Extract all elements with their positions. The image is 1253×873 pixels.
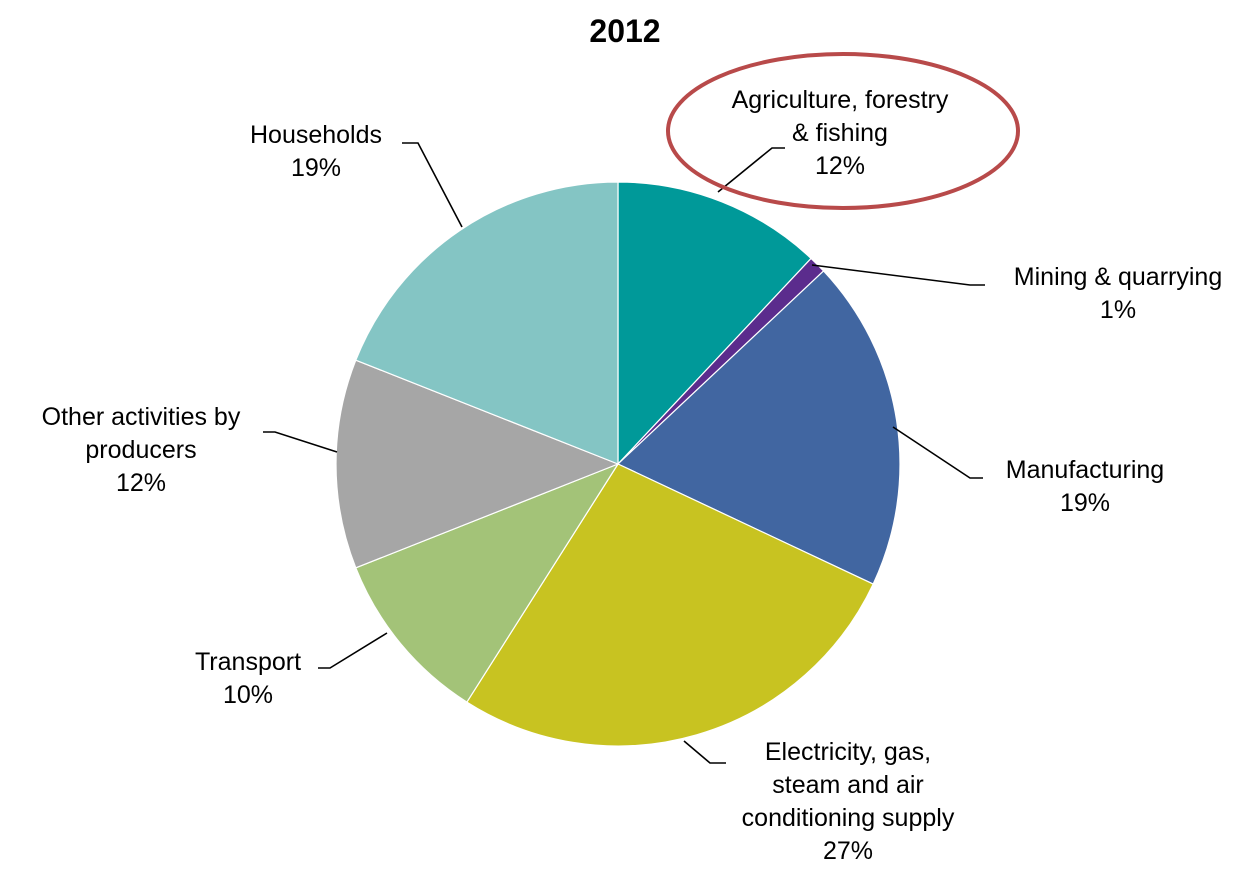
slice-name-label: Mining & quarrying <box>1014 263 1222 291</box>
slice-name-label: Other activities by <box>42 403 241 431</box>
slice-value-label: 10% <box>223 681 273 709</box>
pie-slice-5 <box>335 359 620 569</box>
slice-name-label: Households <box>250 121 382 149</box>
slice-value-label: 19% <box>291 154 341 182</box>
highlight-ellipse <box>666 52 1020 210</box>
slice-label-1: Mining & quarrying 1% <box>1014 263 1222 324</box>
chart-title: 2012 <box>589 13 660 49</box>
slice-name-label: Transport <box>195 648 301 676</box>
pie-slices <box>335 181 901 747</box>
slice-name-label: & fishing <box>792 119 888 147</box>
leader-line-5 <box>263 431 338 453</box>
leader-line-2 <box>892 426 983 479</box>
slice-labels: Agriculture, forestry & fishing 12% Mining … <box>42 86 1223 865</box>
slice-value-label: 12% <box>815 152 865 180</box>
slice-name-label: Manufacturing <box>1006 456 1164 484</box>
leader-line-4 <box>318 632 388 669</box>
slice-value-label: 27% <box>823 837 873 865</box>
leader-line-0 <box>717 147 785 193</box>
slice-value-label: 19% <box>1060 489 1110 517</box>
leader-line-6 <box>402 142 463 228</box>
leader-line-1 <box>811 264 985 286</box>
pie-slice-0 <box>617 181 812 466</box>
pie-slice-6 <box>355 181 619 465</box>
slice-label-3: Electricity, gas, steam and air conditioni… <box>742 738 955 865</box>
slice-name-label: steam and air <box>772 771 923 799</box>
slice-label-2: Manufacturing 19% <box>1006 456 1164 517</box>
slice-label-0: Agriculture, forestry & fishing 12% <box>732 86 949 180</box>
leader-line-3 <box>683 740 726 764</box>
slice-value-label: 1% <box>1100 296 1136 324</box>
pie-slice-4 <box>355 462 620 703</box>
slice-label-5: Other activities by producers 12% <box>42 403 241 497</box>
slice-value-label: 12% <box>116 469 166 497</box>
slice-name-label: Electricity, gas, <box>765 738 931 766</box>
slice-name-label: producers <box>85 436 196 464</box>
slice-label-6: Households 19% <box>250 121 382 182</box>
slice-name-label: conditioning supply <box>742 804 955 832</box>
slice-label-4: Transport 10% <box>195 648 301 709</box>
leader-lines <box>263 142 985 764</box>
pie-slice-2 <box>616 270 901 585</box>
pie-slice-3 <box>466 463 874 747</box>
slice-name-label: Agriculture, forestry <box>732 86 949 114</box>
